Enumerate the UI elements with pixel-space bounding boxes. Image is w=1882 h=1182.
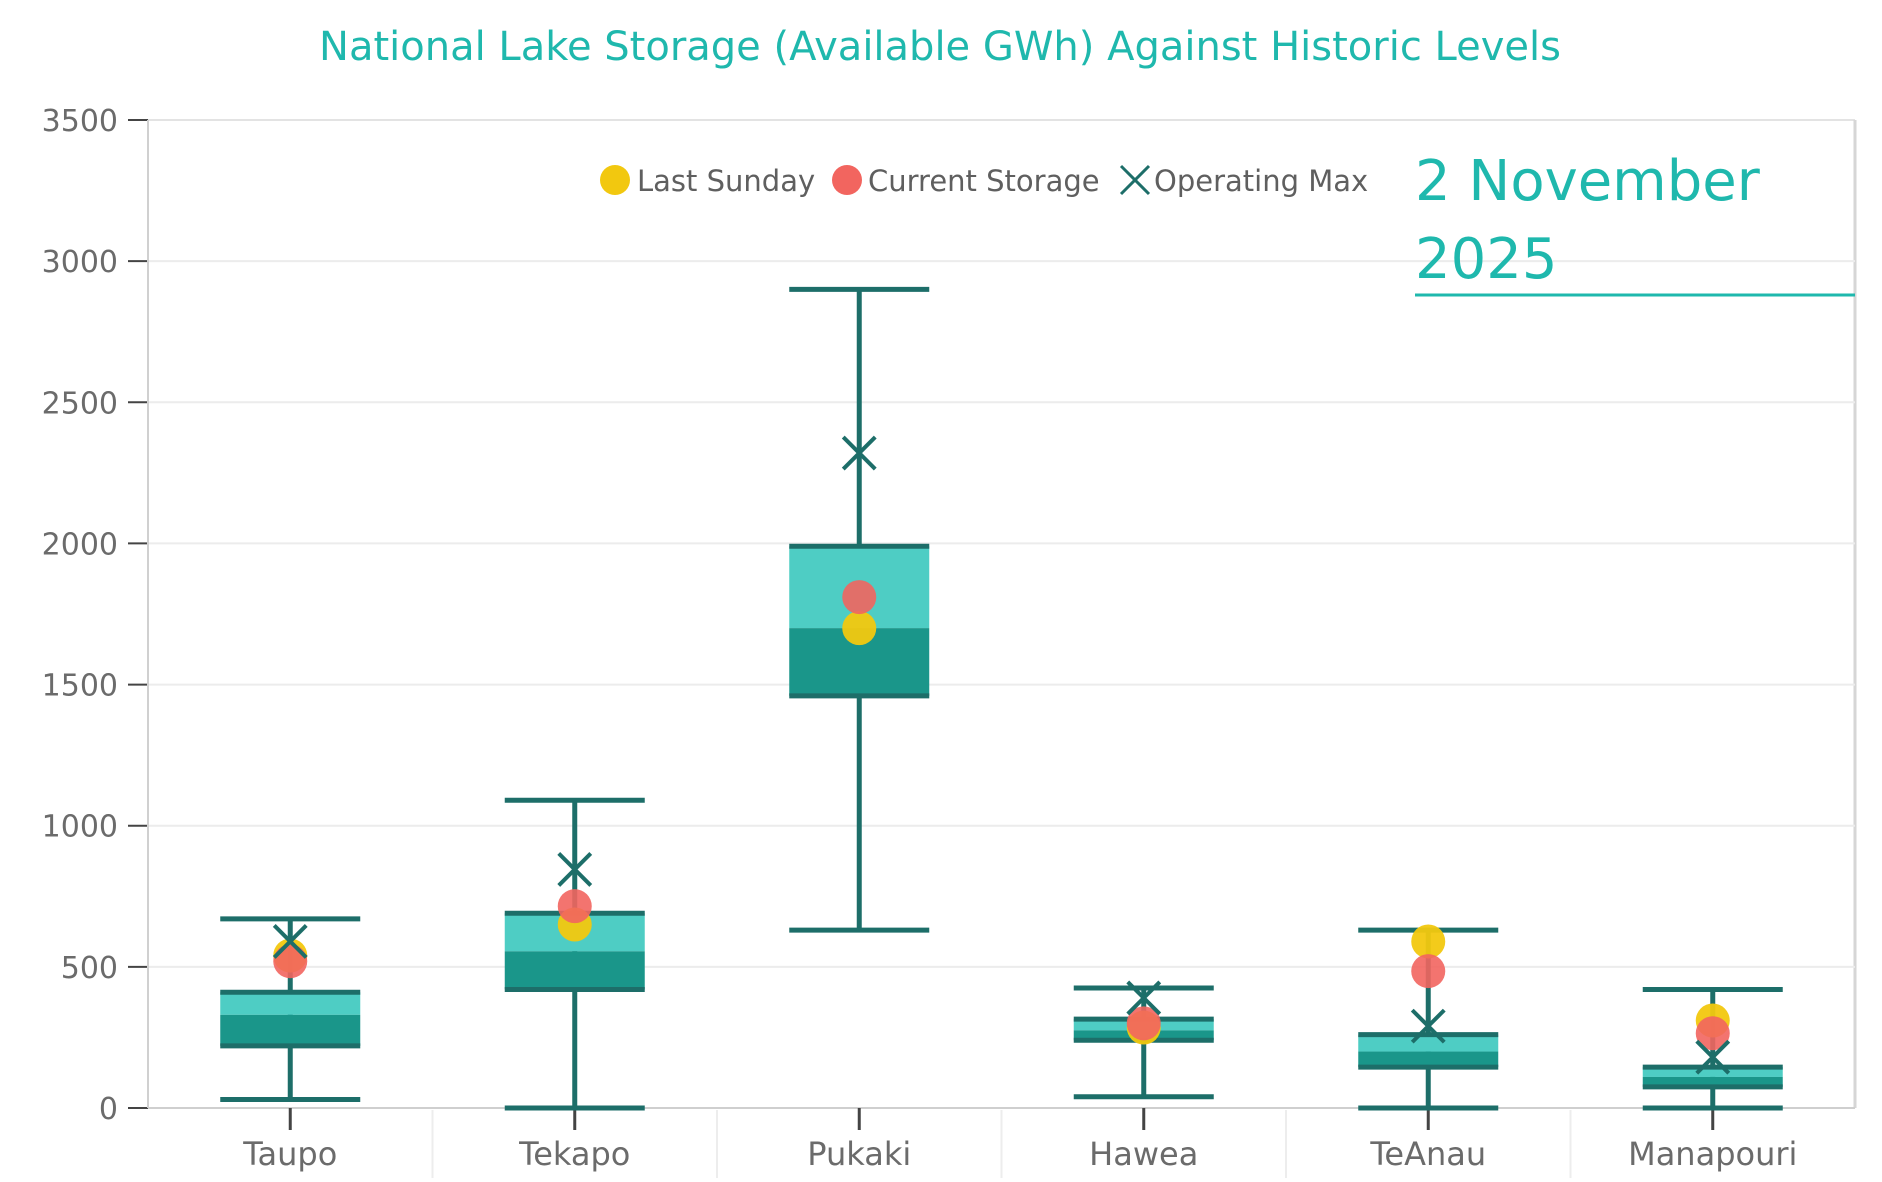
- current-storage-point: [842, 580, 877, 615]
- marker-series: [272, 435, 1731, 1075]
- current-storage-point: [1695, 1016, 1730, 1051]
- y-tick-label: 500: [61, 951, 118, 986]
- chart-title: National Lake Storage (Available GWh) Ag…: [319, 24, 1561, 70]
- y-tick-label: 2500: [42, 386, 118, 421]
- y-tick-label: 3000: [42, 245, 118, 280]
- x-axis: Taupo Tekapo Pukaki Hawea TeAnau Manapouri: [148, 1107, 1855, 1178]
- x-tick-label: Taupo: [242, 1135, 337, 1173]
- legend-operating-max-label: Operating Max: [1154, 164, 1368, 198]
- box-series: [220, 286, 1783, 1111]
- box-lower: [220, 1014, 361, 1046]
- operating-max-point: [841, 435, 877, 471]
- x-tick-label: Pukaki: [807, 1135, 911, 1173]
- box-lower: [1358, 1051, 1499, 1068]
- box-lower: [1642, 1076, 1783, 1087]
- x-tick-label: Manapouri: [1628, 1135, 1797, 1173]
- y-axis: 0 500 1000 1500 2000 2500 3000 3500: [42, 104, 149, 1127]
- legend: Last Sunday Current Storage Operating Ma…: [600, 164, 1368, 198]
- operating-max-point: [272, 924, 308, 959]
- x-tick-label: Tekapo: [518, 1135, 630, 1173]
- legend-last-sunday-label: Last Sunday: [637, 164, 815, 198]
- current-storage-point: [1411, 954, 1446, 989]
- operating-max-point: [1695, 1039, 1731, 1075]
- box-taupo: [220, 916, 361, 1103]
- y-tick-label: 3500: [42, 104, 118, 139]
- date-line-2: 2025: [1415, 227, 1558, 292]
- operating-max-point: [557, 852, 593, 887]
- current-storage-point: [557, 889, 592, 924]
- legend-last-sunday-icon: [600, 165, 630, 195]
- box-lower: [504, 951, 645, 990]
- y-tick-label: 2000: [42, 527, 118, 562]
- legend-current-storage-label: Current Storage: [868, 164, 1100, 198]
- date-line-1: 2 November: [1415, 149, 1761, 214]
- box-upper: [220, 992, 361, 1015]
- y-tick-label: 1500: [42, 669, 118, 704]
- last-sunday-point: [1411, 924, 1446, 959]
- box-tekapo: [504, 797, 645, 1111]
- current-storage-point: [273, 944, 308, 979]
- current-storage-point: [1126, 1006, 1161, 1041]
- x-tick-label: TeAnau: [1369, 1135, 1486, 1173]
- legend-operating-max-icon: [1119, 164, 1151, 196]
- x-tick-label: Hawea: [1089, 1135, 1198, 1173]
- box-upper: [1642, 1067, 1783, 1077]
- operating-max-point: [1126, 980, 1162, 1016]
- y-tick-label: 0: [99, 1092, 118, 1127]
- box-upper: [1358, 1034, 1499, 1052]
- gridlines: [148, 119, 1857, 1108]
- last-sunday-point: [842, 611, 877, 646]
- date-label: 2 November 2025: [1415, 149, 1855, 297]
- y-tick-label: 1000: [42, 810, 118, 845]
- operating-max-point: [1410, 1008, 1446, 1044]
- legend-current-storage-icon: [832, 165, 862, 195]
